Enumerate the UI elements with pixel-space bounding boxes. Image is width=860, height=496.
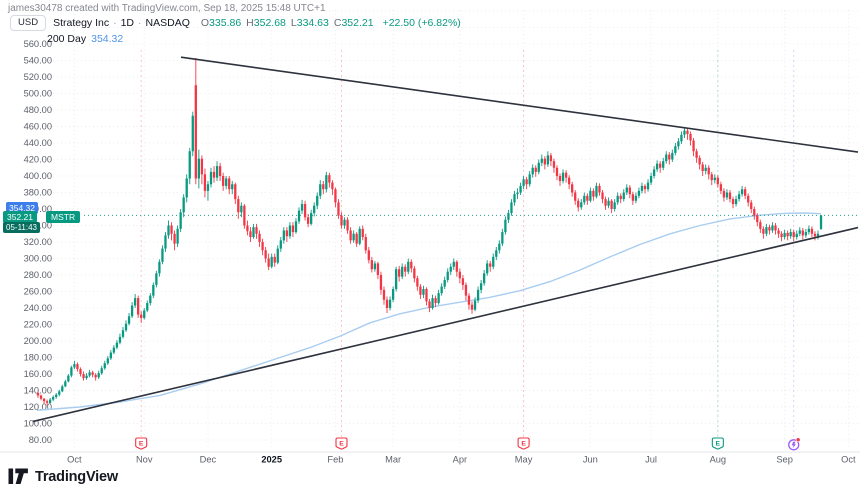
- news-flash-icon[interactable]: [788, 437, 801, 451]
- earnings-icon[interactable]: E: [135, 437, 148, 450]
- brand-name: TradingView: [35, 468, 118, 485]
- svg-text:220.00: 220.00: [24, 320, 52, 330]
- close-label: C: [333, 17, 342, 29]
- separator: ·: [138, 17, 142, 29]
- low-label: L: [290, 17, 297, 29]
- svg-text:Oct: Oct: [67, 455, 82, 465]
- attribution-text: james30478 created with TradingView.com,…: [8, 3, 326, 14]
- high-value: 352.68: [253, 17, 286, 29]
- ma-indicator-label: 200 Day: [47, 33, 87, 45]
- svg-text:E: E: [339, 441, 344, 448]
- svg-text:500.00: 500.00: [24, 89, 52, 99]
- symbol-title[interactable]: Strategy Inc: [53, 17, 110, 29]
- ma-indicator-value: 354.32: [91, 33, 124, 45]
- svg-text:520.00: 520.00: [24, 72, 52, 82]
- x-axis-labels: Oct Nov Dec 2025 Feb Mar Apr May Jun Jul Aug Sep Oct: [67, 455, 856, 465]
- svg-text:420.00: 420.00: [24, 155, 52, 165]
- svg-text:Dec: Dec: [200, 455, 217, 465]
- svg-text:Jul: Jul: [645, 455, 657, 465]
- svg-text:Nov: Nov: [136, 455, 153, 465]
- svg-text:380.00: 380.00: [24, 188, 52, 198]
- svg-text:280.00: 280.00: [24, 270, 52, 280]
- svg-text:Apr: Apr: [453, 455, 467, 465]
- open-value: 335.86: [209, 17, 242, 29]
- high-label: H: [246, 17, 254, 29]
- svg-text:320.00: 320.00: [24, 237, 52, 247]
- candles-layer: [36, 58, 823, 406]
- svg-text:140.00: 140.00: [24, 386, 52, 396]
- svg-text:Feb: Feb: [327, 455, 343, 465]
- low-value: 334.63: [296, 17, 329, 29]
- earnings-icon[interactable]: E: [517, 437, 530, 450]
- svg-text:Mar: Mar: [385, 455, 401, 465]
- svg-text:May: May: [515, 455, 533, 465]
- svg-text:180.00: 180.00: [24, 353, 52, 363]
- ohlc-values: O335.86 H352.68 L334.63 C352.21: [201, 17, 374, 29]
- brand-footer[interactable]: TradingView: [8, 468, 118, 485]
- ma-indicator-row[interactable]: 200 Day 354.32: [47, 33, 461, 45]
- close-value: 352.21: [341, 17, 374, 29]
- symbol-price-tag: MSTR: [46, 211, 81, 223]
- earnings-icon[interactable]: E: [711, 437, 724, 450]
- svg-text:440.00: 440.00: [24, 138, 52, 148]
- svg-text:160.00: 160.00: [24, 369, 52, 379]
- tradingview-logo-icon: [8, 468, 28, 484]
- grid-layer: [33, 10, 858, 449]
- svg-text:460.00: 460.00: [24, 122, 52, 132]
- change-value: +22.50 (+6.82%): [382, 17, 461, 29]
- exchange-label: NASDAQ: [145, 17, 190, 29]
- svg-text:Oct: Oct: [841, 455, 856, 465]
- ma-200-line: [36, 212, 822, 411]
- svg-text:Sep: Sep: [776, 455, 793, 465]
- svg-text:120.00: 120.00: [24, 402, 52, 412]
- svg-text:E: E: [139, 441, 144, 448]
- svg-text:540.00: 540.00: [24, 56, 52, 66]
- svg-text:E: E: [716, 441, 721, 448]
- svg-text:300.00: 300.00: [24, 254, 52, 264]
- interval-label[interactable]: 1D: [120, 17, 135, 29]
- svg-text:2025: 2025: [261, 455, 282, 465]
- svg-text:480.00: 480.00: [24, 105, 52, 115]
- last-price-axis-label: 352.21: [3, 211, 37, 223]
- svg-text:Aug: Aug: [710, 455, 727, 465]
- y-axis-labels: 80.00 100.00 120.00 140.00 160.00 180.00 200.0…: [24, 39, 52, 445]
- trendlines-layer: [32, 56, 859, 423]
- chart-legend: USD Strategy Inc · 1D · NASDAQ O335.86 H…: [10, 15, 461, 45]
- open-label: O: [200, 17, 210, 29]
- separator: ·: [113, 17, 117, 29]
- svg-text:240.00: 240.00: [24, 303, 52, 313]
- svg-text:E: E: [521, 441, 526, 448]
- earnings-icon[interactable]: E: [335, 437, 348, 450]
- svg-text:80.00: 80.00: [29, 435, 52, 445]
- svg-text:Jun: Jun: [583, 455, 598, 465]
- svg-text:100.00: 100.00: [24, 419, 52, 429]
- event-marker-columns: [140, 50, 795, 446]
- currency-button[interactable]: USD: [10, 15, 47, 31]
- bar-close-countdown: 05-11:43: [3, 222, 40, 233]
- svg-text:260.00: 260.00: [24, 287, 52, 297]
- svg-text:200.00: 200.00: [24, 336, 52, 346]
- svg-text:400.00: 400.00: [24, 171, 52, 181]
- svg-text:560.00: 560.00: [24, 39, 52, 49]
